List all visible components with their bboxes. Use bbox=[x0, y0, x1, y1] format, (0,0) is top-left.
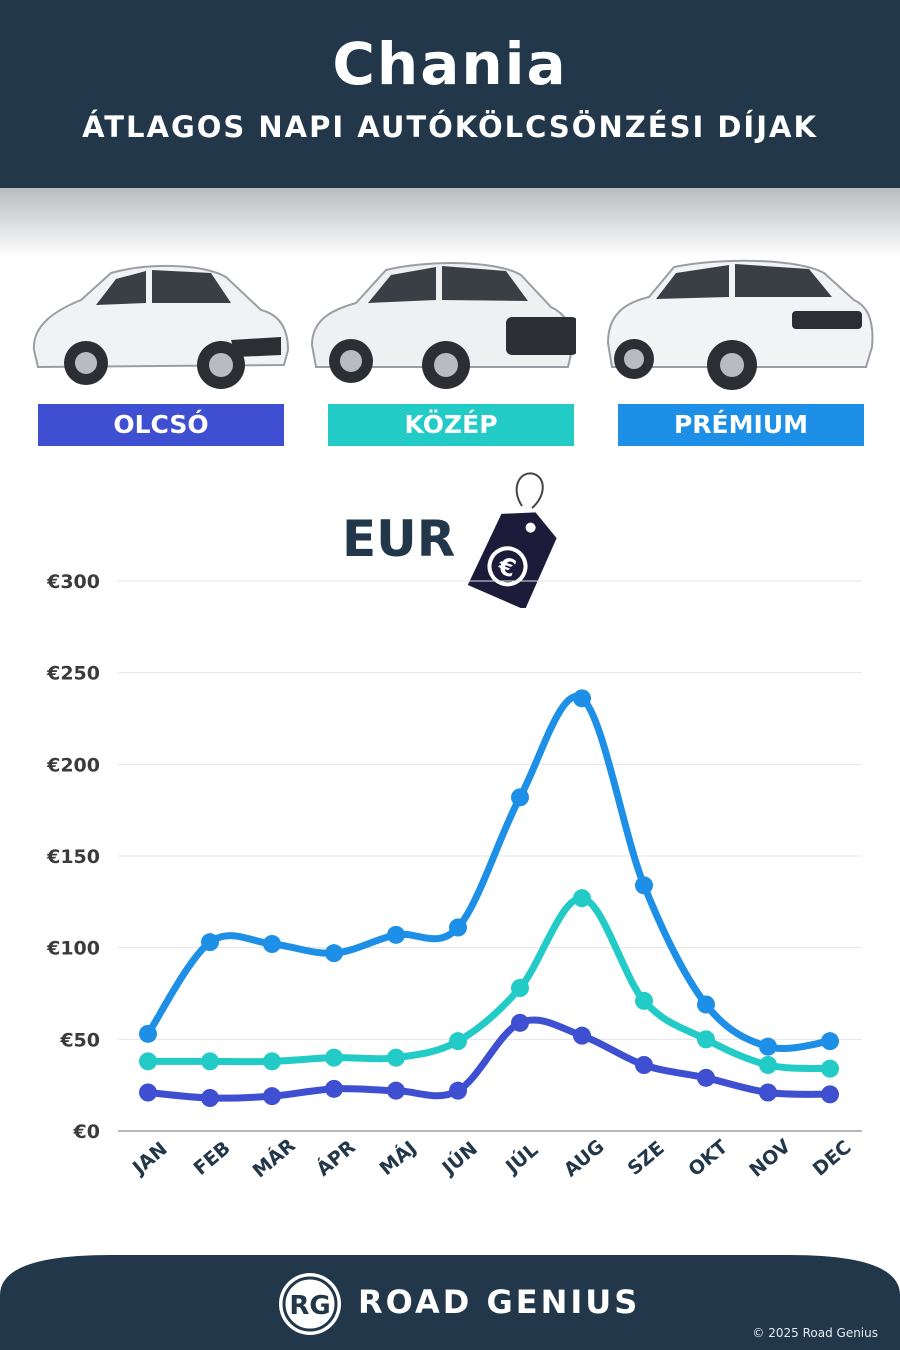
badge-premium: PRÉMIUM bbox=[618, 404, 864, 446]
data-point bbox=[821, 1085, 839, 1104]
road-genius-logo-icon: RG bbox=[279, 1273, 341, 1335]
page-subtitle: ÁTLAGOS NAPI AUTÓKÖLCSÖNZÉSI DÍJAK bbox=[82, 110, 818, 144]
data-point bbox=[759, 1056, 777, 1074]
y-tick-label: €0 bbox=[73, 1121, 100, 1143]
data-point bbox=[201, 1052, 219, 1071]
y-tick-label: €200 bbox=[46, 754, 100, 776]
currency-label: EUR bbox=[342, 510, 456, 568]
data-point bbox=[139, 1052, 157, 1071]
data-point bbox=[697, 1030, 715, 1049]
data-point bbox=[263, 1087, 281, 1106]
data-point bbox=[449, 1081, 467, 1100]
badge-kozep: KÖZÉP bbox=[328, 404, 574, 446]
euro-price-tag-icon: € bbox=[467, 472, 557, 608]
data-point bbox=[449, 918, 467, 937]
data-point bbox=[139, 1083, 157, 1102]
data-point bbox=[511, 979, 529, 997]
x-tick-label: AUG bbox=[560, 1135, 609, 1181]
data-point bbox=[387, 1048, 405, 1067]
data-point bbox=[821, 1032, 839, 1051]
data-point bbox=[325, 1048, 343, 1067]
data-point bbox=[697, 1068, 715, 1087]
data-point bbox=[449, 1032, 467, 1051]
y-tick-label: €100 bbox=[46, 938, 100, 960]
data-point bbox=[697, 995, 715, 1014]
x-tick-label: FEB bbox=[190, 1137, 235, 1180]
header-banner: Chania ÁTLAGOS NAPI AUTÓKÖLCSÖNZÉSI DÍJA… bbox=[0, 0, 900, 188]
hatchback-car-icon bbox=[32, 264, 290, 389]
data-point bbox=[263, 1052, 281, 1071]
data-point bbox=[325, 944, 343, 963]
footer-banner bbox=[0, 1255, 900, 1350]
data-point bbox=[387, 925, 405, 944]
premium-suv-car-icon bbox=[606, 259, 874, 390]
header-shadow bbox=[0, 188, 900, 258]
x-tick-label: OKT bbox=[684, 1136, 732, 1181]
suv-car-icon bbox=[310, 262, 576, 389]
x-tick-label: NOV bbox=[745, 1135, 795, 1182]
x-tick-label: JÚL bbox=[499, 1137, 542, 1179]
data-point bbox=[511, 1013, 529, 1032]
y-tick-label: €250 bbox=[46, 663, 100, 685]
x-tick-label: MÁR bbox=[248, 1133, 300, 1182]
data-point bbox=[573, 689, 591, 708]
copyright: © 2025 Road Genius bbox=[752, 1326, 878, 1340]
data-point bbox=[635, 1056, 653, 1074]
data-point bbox=[201, 1089, 219, 1107]
y-tick-label: €50 bbox=[59, 1029, 100, 1051]
x-tick-label: JAN bbox=[127, 1138, 172, 1180]
data-point bbox=[139, 1024, 157, 1043]
data-point bbox=[325, 1079, 343, 1098]
x-tick-label: ÁPR bbox=[312, 1135, 360, 1181]
brand-name: ROAD GENIUS bbox=[358, 1283, 641, 1321]
x-tick-label: SZE bbox=[624, 1137, 669, 1180]
data-point bbox=[263, 935, 281, 953]
x-tick-label: MÁJ bbox=[375, 1136, 421, 1180]
data-point bbox=[759, 1083, 777, 1102]
series-line-közép bbox=[144, 894, 834, 1073]
data-point bbox=[759, 1037, 777, 1056]
y-tick-label: €150 bbox=[46, 846, 100, 868]
data-point bbox=[573, 1026, 591, 1045]
data-point bbox=[387, 1081, 405, 1100]
badge-olcso: OLCSÓ bbox=[38, 404, 284, 446]
series-line-prémium bbox=[144, 693, 834, 1053]
data-point bbox=[201, 933, 219, 952]
x-tick-label: JÚN bbox=[436, 1136, 482, 1180]
data-point bbox=[635, 876, 653, 895]
x-tick-label: DEC bbox=[809, 1136, 856, 1180]
data-point bbox=[511, 788, 529, 807]
rental-price-line-chart: €0 €50 €100 €150 €200 €250 €300 JAN FEB MÁR ÁPR MÁ… bbox=[46, 571, 862, 1182]
data-point bbox=[821, 1059, 839, 1078]
data-point bbox=[573, 889, 591, 908]
page-title: Chania bbox=[332, 30, 568, 98]
y-tick-label: €300 bbox=[46, 571, 100, 593]
data-point bbox=[635, 991, 653, 1010]
svg-text:RG: RG bbox=[289, 1291, 330, 1321]
